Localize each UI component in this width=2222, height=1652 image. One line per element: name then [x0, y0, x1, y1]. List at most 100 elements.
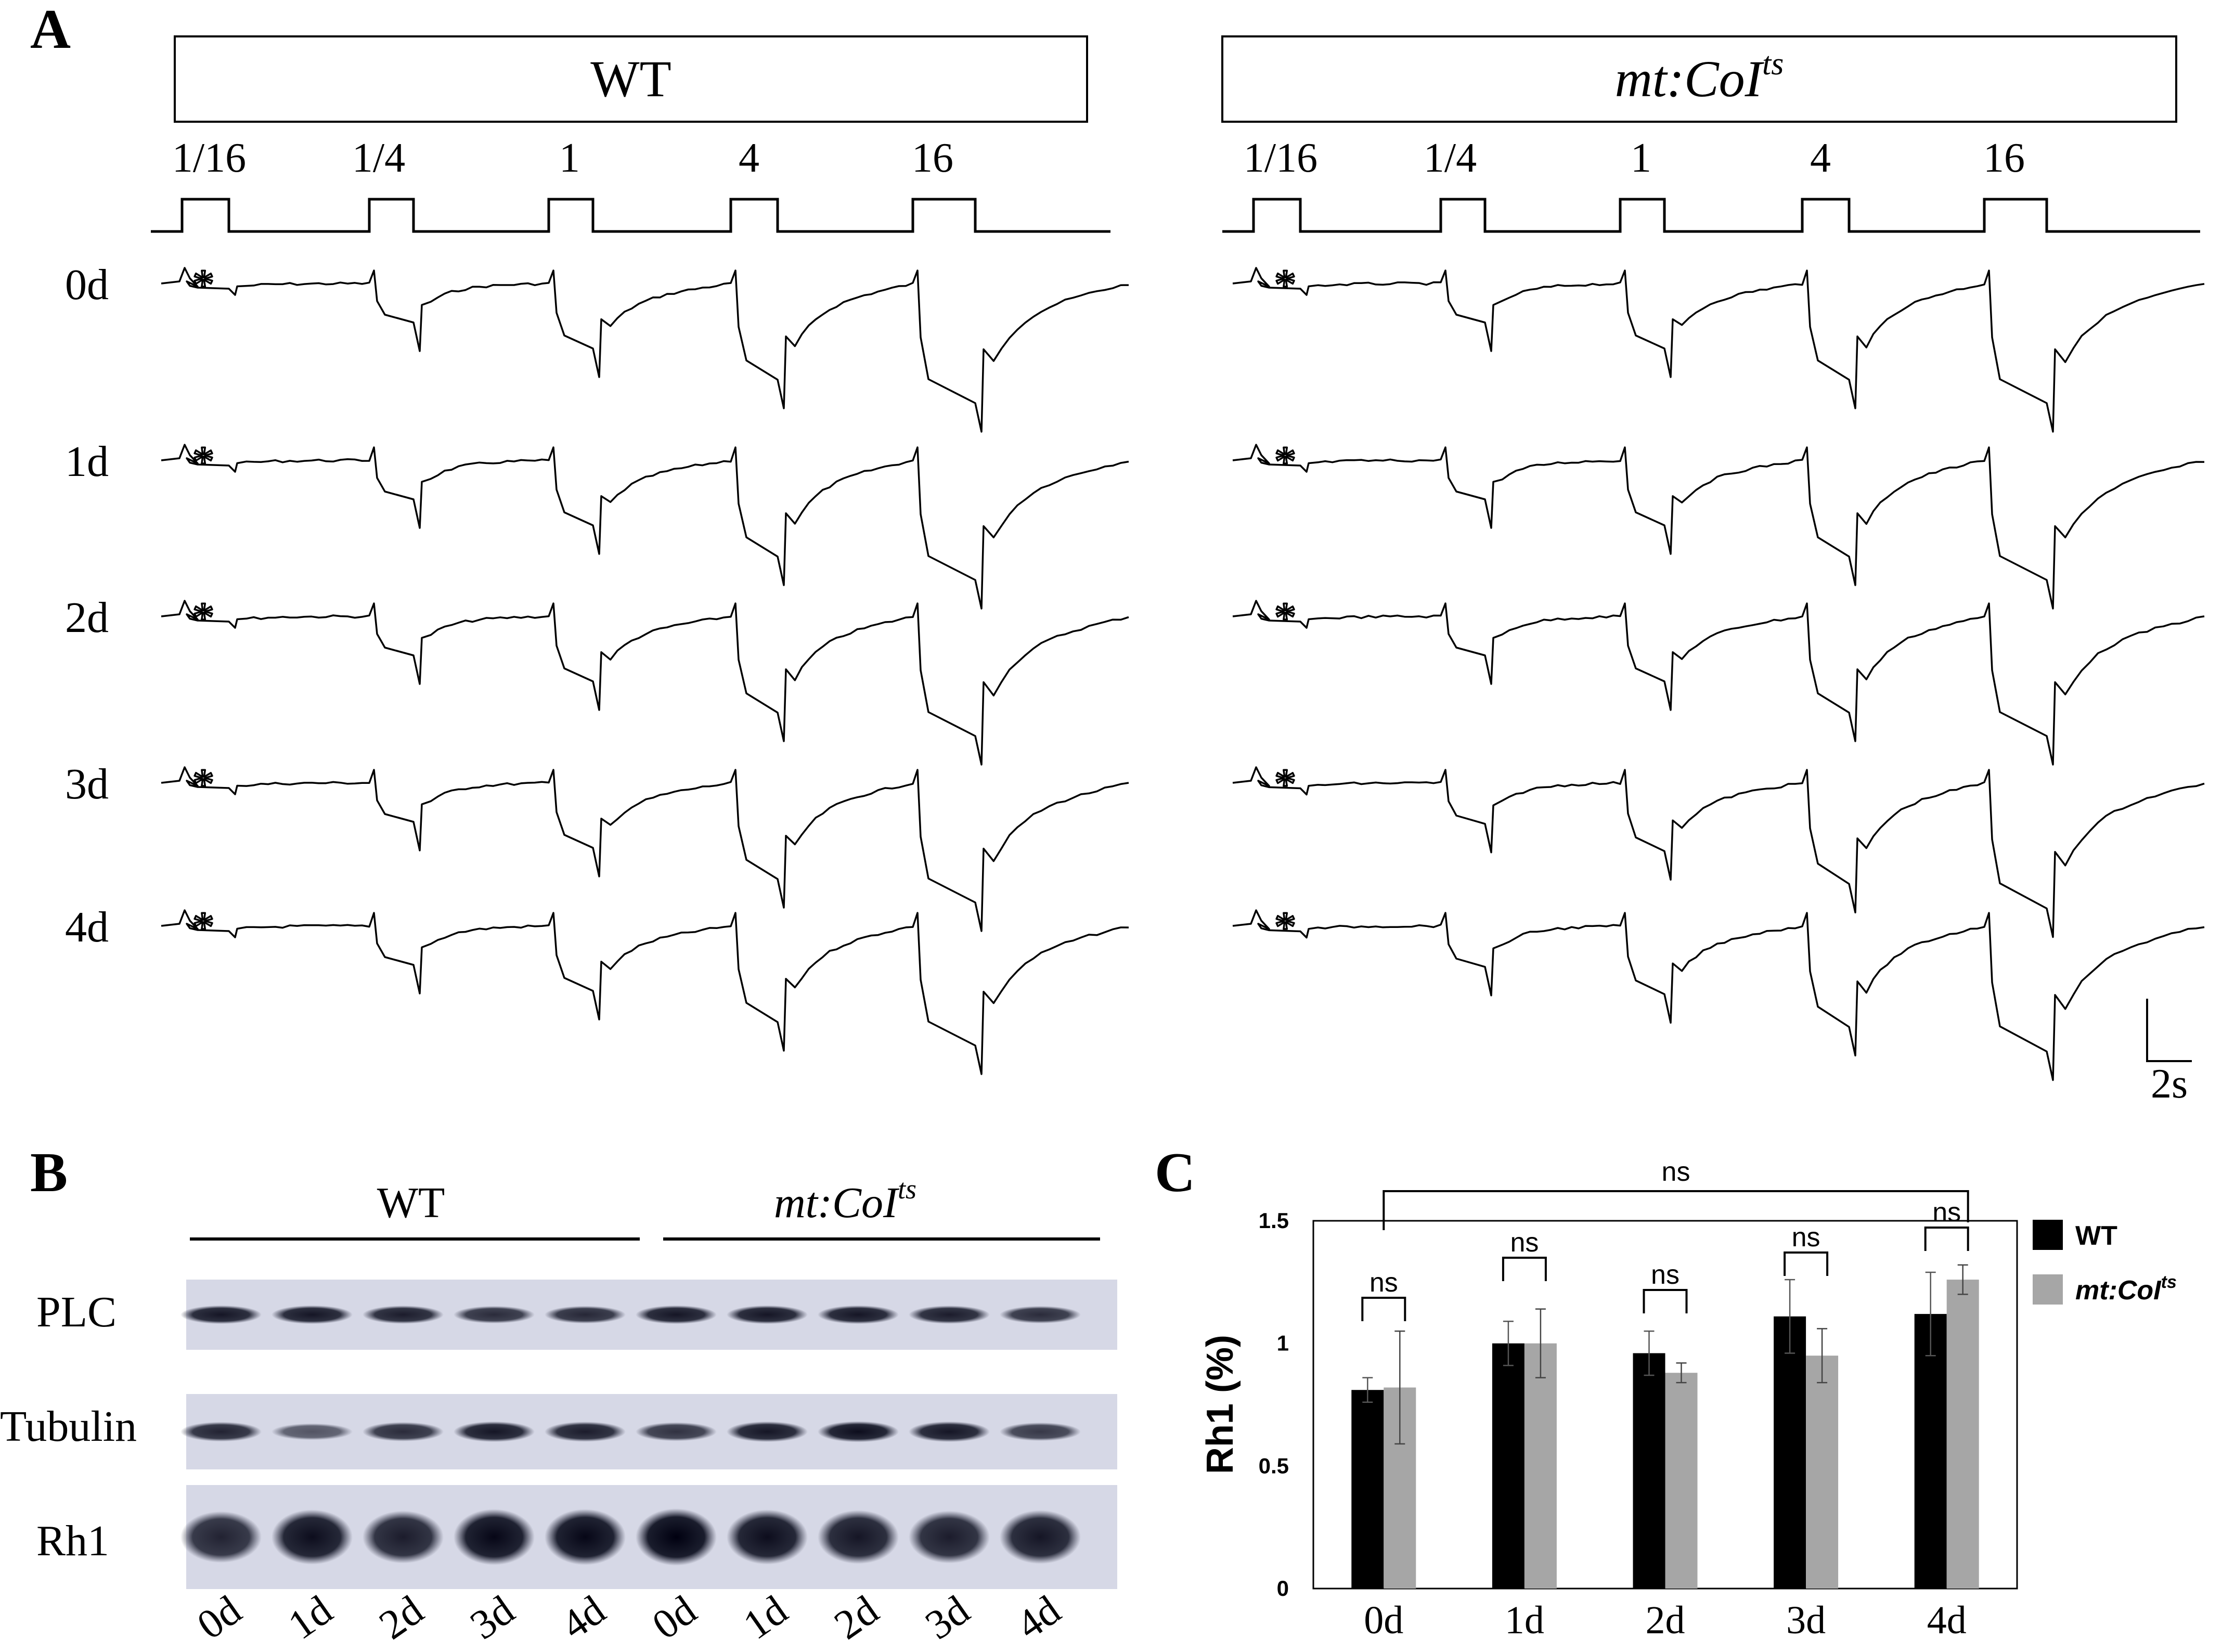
blot-band: [363, 1422, 444, 1441]
blot-lane-label: 3d: [918, 1587, 978, 1648]
significance-bracket: [1784, 1251, 1829, 1276]
stimulus-label: 1/16: [172, 135, 246, 181]
blot-lane-label: 4d: [553, 1587, 614, 1648]
blot-band: [454, 1421, 535, 1442]
significance-label: ns: [1510, 1228, 1539, 1258]
blot-lane-label: 1d: [280, 1587, 341, 1648]
blot-lane-labels: 0d 1d 2d 3d 4d 0d 1d 2d 3d 4d: [189, 1587, 1069, 1648]
wt-title: WT: [590, 50, 671, 108]
wt-title-box: [174, 35, 1088, 123]
bar: [1524, 1343, 1557, 1589]
blot-row-label: PLC: [36, 1288, 117, 1336]
day-label: 0d: [65, 261, 109, 309]
stimulus-label: 1/4: [1424, 135, 1477, 181]
blot-band: [909, 1306, 990, 1324]
blot-band: [727, 1305, 808, 1324]
blot-band: [180, 1422, 262, 1442]
bar: [1806, 1356, 1839, 1589]
erg-trace: [1232, 444, 2205, 610]
blot-lane-label: 3d: [462, 1587, 523, 1648]
mutant-title: mt:CoIts: [1615, 46, 1784, 108]
stimulus-pulse-line: [1222, 198, 2200, 233]
x-tick-label: 4d: [1927, 1598, 1967, 1642]
legend-label: WT: [2075, 1221, 2117, 1251]
blot-band: [363, 1306, 444, 1324]
panel-letter-c: C: [1155, 1142, 1195, 1204]
asterisk-marker: *: [192, 903, 214, 951]
asterisk-marker: *: [1274, 593, 1296, 642]
day-label: 1d: [65, 437, 109, 486]
bar: [1946, 1280, 1979, 1589]
y-axis-label: Rh1 (%): [1199, 1335, 1241, 1474]
stimulus-label: 1: [1631, 135, 1651, 181]
panel-letter-a: A: [30, 0, 71, 60]
day-label: 4d: [65, 903, 109, 951]
significance-bracket: [1643, 1289, 1688, 1313]
significance-bracket: [1924, 1227, 1969, 1251]
significance-label: ns: [1370, 1268, 1398, 1298]
blot-band: [180, 1511, 262, 1563]
blot-band: [636, 1508, 717, 1566]
erg-trace: [161, 267, 1129, 433]
erg-trace: [1232, 766, 2205, 938]
stimulus-label: 1/4: [352, 135, 405, 181]
stimulus-label: 4: [739, 135, 759, 181]
scale-bar-label: 2s: [2151, 1061, 2188, 1107]
blot-band: [545, 1422, 626, 1442]
blot-lane-label: 4d: [1009, 1587, 1069, 1648]
day-label: 2d: [65, 593, 109, 642]
blot-band: [1000, 1422, 1081, 1441]
blot-band: [1000, 1306, 1081, 1324]
blot-band: [545, 1509, 626, 1565]
day-labels: 0d 1d 2d 3d 4d: [65, 261, 109, 951]
asterisk-marker: *: [1274, 760, 1296, 808]
blot-lane-label: 0d: [189, 1587, 250, 1648]
blot-mutant-label: mt:CoIts: [774, 1173, 916, 1227]
blot-band: [818, 1305, 899, 1324]
blot-band: [454, 1306, 535, 1324]
blot-band: [818, 1421, 899, 1442]
blot-band: [272, 1305, 353, 1324]
legend-swatch: [2033, 1220, 2063, 1250]
asterisk-marker: *: [1274, 437, 1296, 486]
blot-band: [363, 1511, 444, 1564]
rh1-bar-chart: 0 0.5 1 1.5 Rh1 (%) 0d 1d 2d 3d 4d ns ns ns ns ns ns WT m…: [1199, 1157, 2177, 1642]
blot-lane-label: 2d: [371, 1587, 432, 1648]
significance-label: ns: [1932, 1197, 1961, 1228]
y-tick-label: 1.5: [1259, 1208, 1289, 1233]
panel-letter-b: B: [30, 1142, 68, 1204]
overall-significance-label: ns: [1662, 1157, 1690, 1187]
bar: [1351, 1390, 1384, 1589]
erg-trace: [1232, 600, 2205, 766]
blot-band: [909, 1421, 990, 1442]
blot-band: [180, 1305, 262, 1324]
blot-band: [545, 1306, 626, 1324]
blot-band: [1000, 1510, 1081, 1564]
stimulus-label: 16: [912, 135, 953, 181]
stimulus-label: 4: [1810, 135, 1831, 181]
stimulus-label: 16: [1983, 135, 2025, 181]
blot-lane-label: 2d: [826, 1587, 887, 1648]
day-label: 3d: [65, 760, 109, 808]
erg-trace: [1232, 909, 2205, 1081]
bar: [1633, 1353, 1665, 1589]
bar: [1914, 1314, 1947, 1589]
erg-trace: [161, 444, 1129, 610]
western-blot: PLC Tubulin Rh1: [0, 1280, 1117, 1589]
x-tick-label: 1d: [1505, 1598, 1544, 1642]
blot-band: [454, 1509, 535, 1565]
blot-row-label: Rh1: [36, 1517, 109, 1565]
stimulus-protocol: 1/16 1/4 1 4 16 1/16 1/4 1 4 16: [151, 135, 2200, 233]
bar: [1665, 1373, 1698, 1589]
blot-band: [727, 1421, 808, 1442]
legend-swatch: [2033, 1274, 2063, 1305]
erg-trace: [161, 766, 1129, 932]
significance-label: ns: [1651, 1260, 1680, 1290]
blot-band: [727, 1509, 808, 1565]
erg-trace: [161, 600, 1129, 766]
blot-band: [909, 1511, 990, 1564]
asterisk-marker: *: [1274, 903, 1296, 951]
blot-row-label: Tubulin: [0, 1402, 137, 1451]
blot-band: [636, 1305, 717, 1324]
